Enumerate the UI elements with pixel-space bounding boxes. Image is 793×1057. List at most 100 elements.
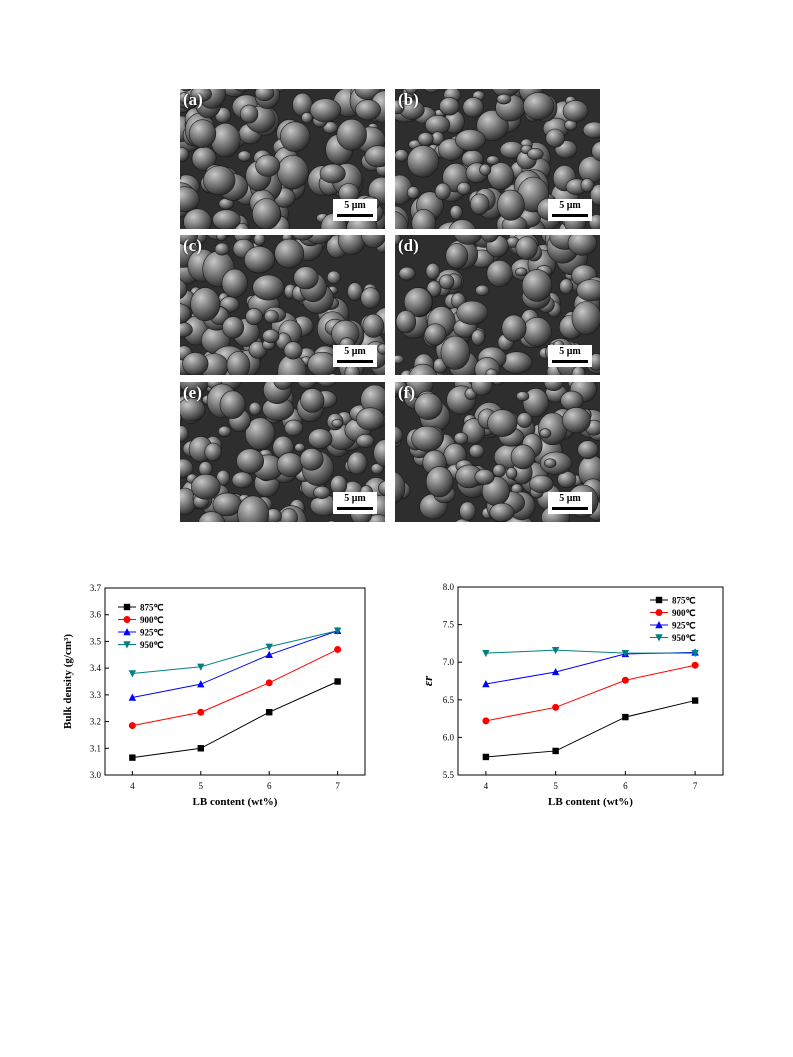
scale-bar-line: [337, 214, 373, 217]
data-point: [482, 680, 490, 688]
legend-marker: [123, 641, 131, 649]
data-point: [482, 717, 490, 725]
series-line: [132, 648, 338, 727]
data-point: [265, 679, 273, 687]
sem-panel-label: (c): [183, 236, 202, 255]
legend-entry: 900℃: [140, 615, 164, 625]
sem-panel-label: (a): [183, 90, 203, 109]
data-point: [128, 722, 136, 730]
y-tick-label: 3.3: [90, 690, 102, 700]
data-point: [622, 713, 629, 721]
data-point: [265, 650, 273, 658]
series-line: [485, 700, 696, 758]
sem-panel-label: (f): [398, 383, 415, 402]
data-point: [482, 649, 490, 658]
x-tick-label: 7: [335, 781, 340, 791]
x-tick-label: 6: [623, 781, 628, 791]
legend-marker: [655, 596, 663, 604]
scale-bar-label: 5 μm: [559, 200, 581, 211]
sem-grain-texture: [180, 235, 385, 375]
data-point: [333, 627, 342, 635]
scale-bar: 5 μm: [333, 199, 377, 221]
data-point: [334, 678, 341, 685]
sem-micrograph-grid: (a) 5 μm (b) 5 μm (c) 5 μm (d) 5 μm (e) 5 μm (f) 5 …: [180, 89, 601, 522]
sem-panel-label: (b): [398, 90, 419, 109]
sem-panel: (a) 5 μm: [180, 89, 385, 229]
data-point: [621, 676, 629, 684]
y-tick-label: 3.7: [90, 583, 102, 593]
legend-entry: 925℃: [672, 621, 696, 631]
data-point: [691, 649, 699, 658]
y-tick-label: 6.5: [443, 695, 455, 705]
series-line: [132, 630, 338, 699]
scale-bar-line: [552, 507, 588, 510]
data-point: [266, 709, 273, 716]
data-point: [334, 645, 342, 653]
scale-bar-label: 5 μm: [559, 493, 581, 504]
data-point: [551, 667, 560, 676]
sem-panel: (f) 5 μm: [395, 382, 600, 522]
legend-entry: 900℃: [672, 608, 696, 618]
x-tick-label: 4: [130, 781, 135, 791]
data-point: [129, 754, 136, 761]
legend-entry: 875℃: [672, 596, 696, 606]
data-point: [621, 649, 630, 658]
sem-panel: (c) 5 μm: [180, 235, 385, 375]
data-point: [197, 663, 205, 671]
series-line: [485, 649, 696, 654]
scale-bar-line: [552, 360, 588, 363]
y-axis-label: Bulk density (g/cm³): [62, 634, 74, 729]
y-tick-label: 3.2: [90, 717, 101, 727]
data-point: [551, 646, 560, 655]
y-tick-label: 3.1: [90, 743, 101, 753]
series-line: [485, 664, 696, 722]
x-tick-label: 5: [199, 781, 204, 791]
data-point: [552, 747, 559, 755]
plot-frame: [104, 587, 366, 776]
legend-entry: 950℃: [140, 640, 164, 650]
data-point: [197, 745, 204, 752]
scale-bar-label: 5 μm: [559, 346, 581, 357]
sem-panel-label: (d): [398, 236, 419, 255]
series-line: [132, 681, 338, 759]
scale-bar-line: [337, 507, 373, 510]
y-tick-label: 3.0: [90, 770, 102, 780]
y-tick-label: 5.5: [443, 770, 455, 780]
permittivity-chart: 4 5 6 7 5.5 6.0 6.5 7.0 7.5 8.0 LB content (wt%) εr…: [418, 582, 733, 815]
legend-marker: [655, 609, 663, 616]
x-tick-label: 5: [553, 781, 558, 791]
sem-grain-texture: [395, 235, 600, 375]
legend-entry: 950℃: [672, 633, 696, 643]
scale-bar-label: 5 μm: [344, 200, 366, 211]
data-point: [197, 708, 205, 716]
scale-bar-line: [337, 360, 373, 363]
x-tick-label: 4: [484, 781, 489, 791]
bulk-density-chart: 4 5 6 7 3.0 3.1 3.2 3.3 3.4 3.5 3.6 3.7 LB content (…: [55, 583, 375, 815]
data-point: [265, 643, 273, 651]
plot-frame: [457, 586, 724, 776]
data-point: [128, 670, 137, 678]
chart-svg: 4 5 6 7 5.5 6.0 6.5 7.0 7.5 8.0 LB content (wt%) εr…: [420, 582, 724, 808]
scale-bar-label: 5 μm: [344, 346, 366, 357]
sem-panel: (e) 5 μm: [180, 382, 385, 522]
y-tick-label: 3.6: [90, 610, 102, 620]
y-tick-label: 7.0: [443, 657, 455, 667]
legend-entry: 875℃: [140, 603, 164, 613]
data-point: [691, 661, 699, 669]
scale-bar: 5 μm: [333, 345, 377, 367]
scale-bar: 5 μm: [548, 199, 592, 221]
sem-panel: (d) 5 μm: [395, 235, 600, 375]
scale-bar-label: 5 μm: [344, 493, 366, 504]
data-point: [197, 680, 205, 688]
scale-bar: 5 μm: [548, 492, 592, 514]
y-tick-label: 3.5: [90, 636, 102, 646]
legend-marker: [123, 628, 131, 636]
y-tick-label: 8.0: [443, 582, 455, 592]
y-tick-label: 7.5: [443, 620, 455, 630]
x-tick-label: 7: [693, 781, 698, 791]
legend-entry: 925℃: [140, 628, 164, 638]
legend-marker: [123, 603, 131, 611]
scale-bar: 5 μm: [333, 492, 377, 514]
legend-marker: [655, 634, 663, 642]
data-point: [482, 753, 490, 761]
